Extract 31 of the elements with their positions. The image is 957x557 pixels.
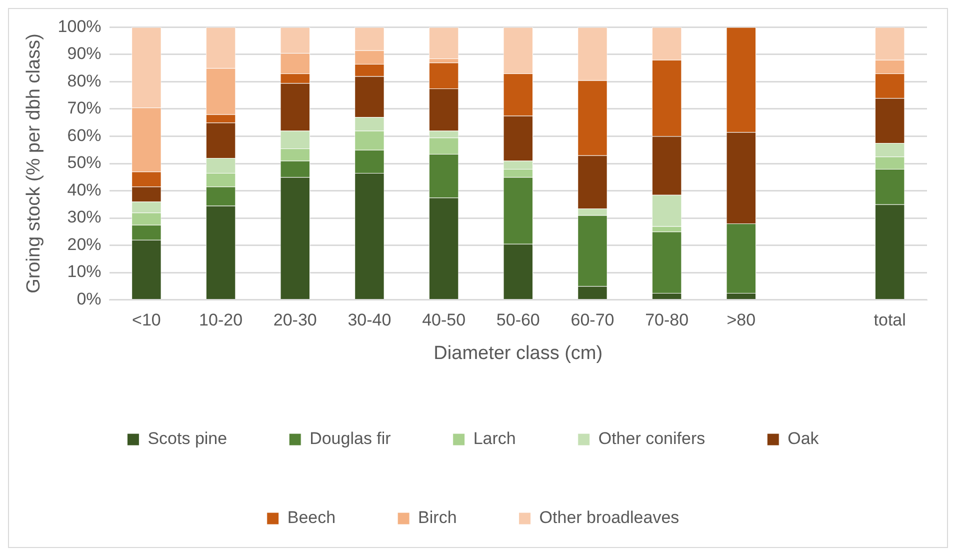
y-tick-label: 10% [67, 262, 102, 282]
x-tick-label: total [874, 310, 906, 330]
x-tick-label: 70-80 [645, 310, 689, 330]
y-tick-label: 40% [67, 180, 102, 200]
legend-label: Other conifers [598, 429, 706, 448]
x-tick-label: 40-50 [422, 310, 466, 330]
y-tick-label: 50% [67, 153, 102, 172]
x-tick-label: >80 [726, 310, 756, 330]
y-tick-label: 90% [67, 44, 102, 64]
legend-label: Beech [287, 508, 336, 528]
y-tick-label: 100% [58, 16, 102, 36]
y-tick-label: 70% [67, 98, 102, 118]
x-tick-label: 30-40 [348, 310, 392, 330]
legend-label: Larch [473, 429, 516, 448]
y-tick-label: 30% [67, 208, 102, 227]
x-tick-label: <10 [132, 310, 161, 330]
legend-label: Douglas fir [310, 429, 392, 448]
legend-label: Oak [788, 429, 820, 448]
x-axis-title: Diameter class (cm) [434, 342, 603, 364]
x-tick-label: 20-30 [273, 310, 317, 330]
y-tick-label: 20% [67, 234, 102, 254]
x-tick-label: 60-70 [570, 310, 614, 330]
x-tick-label: 50-60 [496, 310, 540, 330]
y-tick-label: 80% [67, 71, 102, 90]
legend-label: Scots pine [148, 429, 228, 448]
y-axis-title: Groing stock (% per dbh class) [24, 34, 45, 294]
legend-label: Birch [418, 508, 457, 528]
x-tick-label: 10-20 [199, 310, 243, 330]
y-tick-label: 60% [67, 126, 102, 145]
y-tick-label: 0% [76, 289, 102, 308]
legend-label: Other broadleaves [539, 508, 680, 528]
